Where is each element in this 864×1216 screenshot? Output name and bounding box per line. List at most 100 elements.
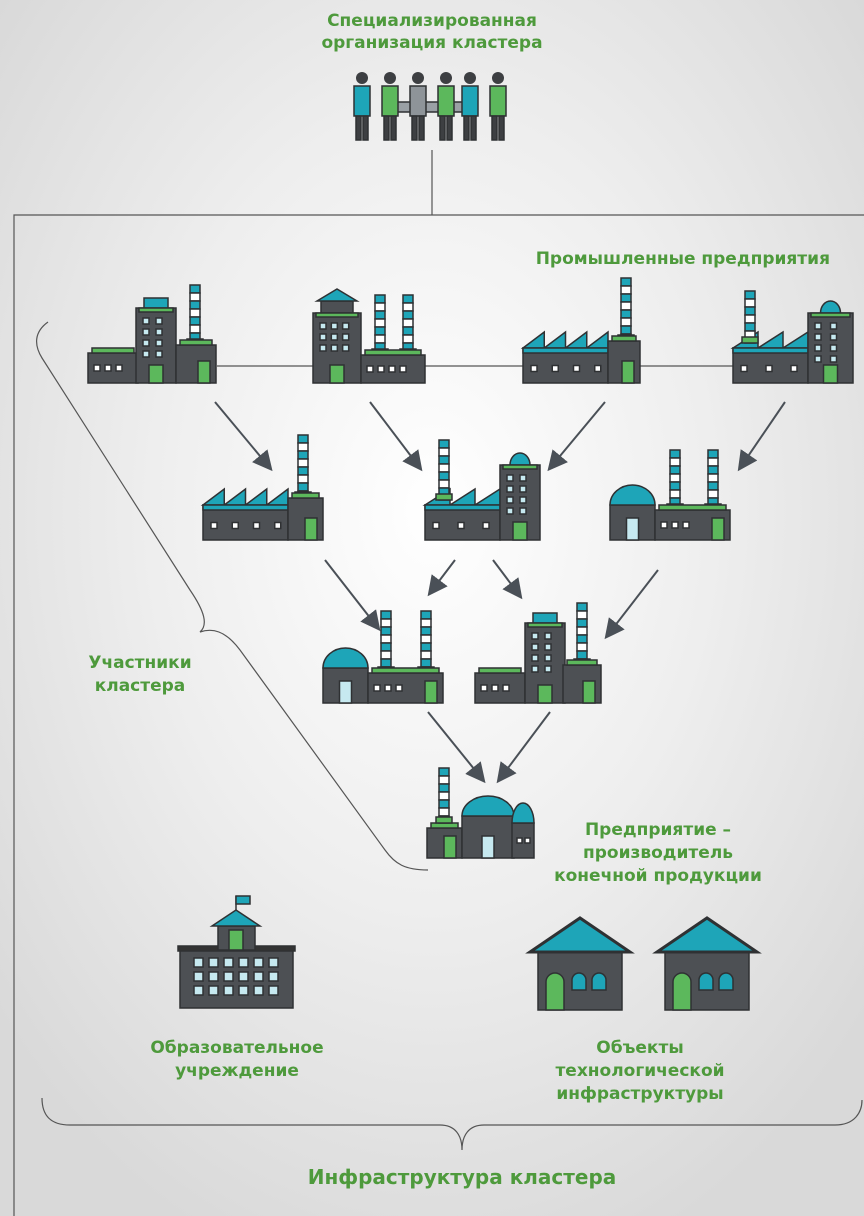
roof	[209, 909, 263, 927]
shape	[671, 521, 679, 529]
shape	[320, 300, 354, 314]
roof	[525, 916, 635, 954]
shape	[660, 521, 668, 529]
shape	[744, 298, 756, 308]
factory	[87, 284, 217, 384]
shape	[438, 767, 450, 777]
factory	[200, 434, 324, 541]
shape	[374, 294, 386, 304]
shape	[297, 482, 309, 492]
shape	[537, 684, 553, 704]
shape	[741, 336, 759, 344]
shape	[509, 452, 531, 466]
shape	[814, 333, 822, 341]
shape	[438, 463, 450, 473]
lab	[525, 916, 635, 1011]
shape	[520, 330, 609, 350]
shape	[519, 474, 527, 482]
shape	[297, 434, 309, 444]
shape	[463, 115, 470, 141]
shape	[519, 485, 527, 493]
shape	[189, 316, 201, 326]
shape	[438, 775, 450, 785]
shape	[609, 484, 656, 506]
shape	[620, 285, 632, 295]
final-producer-label: Предприятие – производитель конечной проду…	[554, 820, 762, 886]
shape	[338, 680, 353, 704]
org-label: Специализированная организация кластера	[321, 11, 542, 53]
shape	[399, 365, 407, 373]
shape	[572, 364, 581, 373]
factory	[426, 767, 535, 859]
shape	[506, 474, 514, 482]
shape	[380, 642, 392, 652]
shape	[829, 322, 838, 330]
shape	[155, 317, 163, 325]
shape	[621, 360, 635, 384]
arrows	[214, 401, 786, 784]
shape	[297, 474, 309, 484]
shape	[409, 85, 427, 117]
shape	[531, 632, 539, 640]
shape	[620, 309, 632, 319]
shape	[231, 521, 239, 530]
shape	[814, 344, 822, 352]
shape	[502, 684, 510, 692]
shape	[402, 326, 414, 336]
shape	[297, 450, 309, 460]
shape	[329, 364, 345, 384]
shape	[383, 115, 390, 141]
shape	[744, 306, 756, 316]
shape	[91, 347, 135, 354]
shape	[829, 333, 838, 341]
shape	[388, 365, 396, 373]
shape	[625, 517, 640, 541]
shape	[611, 335, 637, 342]
shape	[438, 439, 450, 449]
shape	[193, 957, 204, 968]
education-label: Образовательное учреждение	[150, 1038, 323, 1081]
shape	[208, 971, 219, 982]
shape	[314, 288, 360, 302]
shape	[620, 277, 632, 287]
shape	[374, 334, 386, 344]
shape	[193, 971, 204, 982]
shape	[620, 293, 632, 303]
shape	[669, 465, 681, 475]
shape	[420, 634, 432, 644]
shape	[519, 507, 527, 515]
shape	[829, 355, 838, 363]
shape	[104, 364, 112, 372]
cluster-frame	[13, 214, 864, 1216]
infrastructure-label: Инфраструктура кластера	[308, 1165, 617, 1189]
shape	[189, 284, 201, 294]
shape	[330, 333, 339, 341]
shape	[341, 322, 350, 330]
lab	[652, 916, 762, 1011]
shape	[461, 85, 479, 117]
factory	[730, 290, 854, 384]
door	[545, 972, 565, 1011]
shape	[439, 115, 446, 141]
head	[384, 72, 396, 84]
shape	[435, 816, 453, 824]
factory	[609, 449, 731, 541]
shape	[390, 115, 397, 141]
shape	[238, 985, 249, 996]
shape	[438, 783, 450, 793]
shape	[200, 487, 289, 507]
shape	[395, 684, 403, 692]
shape	[420, 650, 432, 660]
shape	[740, 364, 748, 373]
shape	[511, 802, 535, 824]
shape	[115, 364, 123, 372]
shape	[252, 521, 261, 530]
shape	[506, 485, 514, 493]
shape	[489, 85, 507, 117]
shape	[155, 350, 163, 358]
shape	[707, 457, 719, 467]
shape	[620, 325, 632, 335]
shape	[355, 115, 362, 141]
shape	[531, 654, 539, 662]
